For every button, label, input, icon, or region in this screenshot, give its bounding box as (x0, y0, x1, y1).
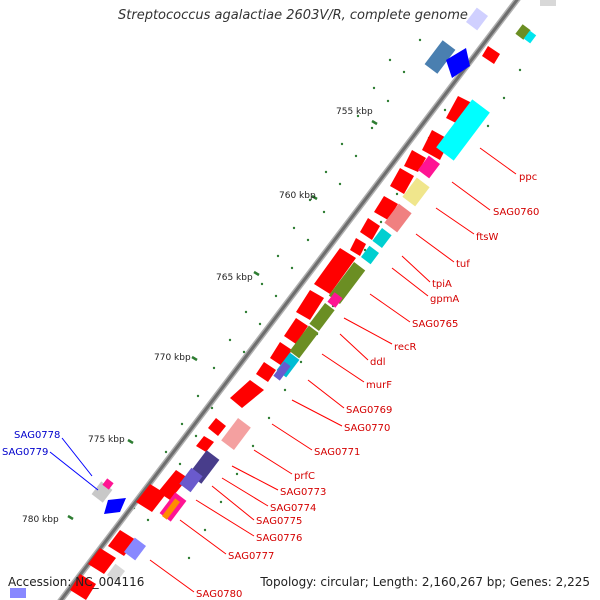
gene-arrow (158, 470, 188, 500)
gene-arrow (350, 238, 366, 256)
gene-arrow (108, 530, 136, 556)
gene-label: ppc (519, 172, 537, 183)
gene-label: recR (394, 342, 417, 353)
gene-block (523, 30, 537, 44)
tick-label-755: 755 kbp (336, 107, 373, 117)
gene-arrow (404, 150, 426, 172)
gene-label: SAG0775 (256, 516, 302, 527)
gene-arrow (284, 318, 308, 344)
gene-block (10, 588, 26, 598)
tick-labels: 755 kbp 760 kbp 765 kbp 770 kbp 775 kbp … (22, 107, 373, 525)
genome-backbone (57, 0, 521, 600)
gene-arrow (314, 248, 356, 294)
gene-block-ftsw (402, 177, 430, 207)
tick-marks (67, 119, 378, 521)
tick-label-770: 770 kbp (154, 353, 191, 363)
gene-label: SAG0773 (280, 487, 326, 498)
gene-label: ddl (370, 357, 385, 368)
gene-arrow (70, 574, 96, 600)
gene-label: tuf (456, 259, 470, 270)
gene-label: SAG0779 (2, 447, 48, 458)
gene-block-sag0780 (106, 563, 126, 583)
gene-block-recr (327, 292, 343, 308)
gene-label: SAG0774 (270, 503, 316, 514)
gene-arrow (446, 48, 470, 78)
gene-label: SAG0765 (412, 319, 458, 330)
tick-label-780: 780 kbp (22, 515, 59, 525)
gene-label: SAG0777 (228, 551, 274, 562)
gene-arrow (374, 196, 398, 220)
gene-arrow (88, 548, 116, 574)
gene-block-tuf (384, 203, 412, 233)
gene-label: SAG0769 (346, 405, 392, 416)
gene-block-gpma (360, 245, 380, 265)
genes-inner-strand (106, 0, 556, 583)
gene-block-sag0773 (179, 467, 203, 493)
genes-outer-strand (10, 7, 489, 600)
gene-block-ddl (309, 303, 335, 331)
gene-block-tpia (372, 228, 392, 248)
gene-block (515, 24, 531, 40)
gene-label: SAG0770 (344, 423, 390, 434)
gene-labels: ppc SAG0760 ftsW tuf tpiA gpmA SAG0765 r… (196, 172, 539, 600)
tick-label-765: 765 kbp (216, 273, 253, 283)
accession-label: Accession: NC_004116 (8, 575, 145, 589)
gene-arrow (482, 46, 500, 64)
label-leader-lines-left (49, 437, 99, 491)
gene-arrow (422, 130, 450, 160)
gene-block-sag0775 (161, 498, 181, 520)
tick-label-760: 760 kbp (279, 191, 316, 201)
gene-arrow (270, 342, 292, 366)
gene-label: SAG0771 (314, 447, 360, 458)
gene-block-sag0770 (273, 361, 291, 381)
gene-label: murF (366, 380, 392, 391)
gene-label: SAG0760 (493, 207, 539, 218)
map-title: Streptococcus agalactiae 2603V/R, comple… (118, 8, 468, 23)
gene-arrow (256, 362, 276, 382)
gene-block-sag0765 (328, 262, 366, 304)
gene-arrow-sag0779 (104, 498, 126, 514)
gene-arrow (196, 436, 214, 452)
gene-label: SAG0778 (14, 430, 60, 441)
gene-block-murf (289, 325, 319, 359)
gene-arrow (390, 168, 414, 194)
gene-block-sag0777 (123, 537, 147, 561)
gene-block (424, 40, 456, 74)
gene-label: prfC (294, 471, 315, 482)
gene-block-sag0778-cap (102, 478, 114, 490)
gene-arrow (360, 218, 380, 240)
gene-block-sag0760 (417, 155, 441, 179)
gene-block-sag0771 (221, 418, 251, 450)
gene-labels-left: SAG0778 SAG0779 (2, 430, 60, 458)
gene-label: SAG0780 (196, 589, 242, 600)
gene-block (540, 0, 556, 6)
gene-arrow (230, 380, 264, 408)
gene-block-ppc (436, 99, 490, 161)
gene-arrow (296, 290, 324, 320)
gene-label: SAG0776 (256, 533, 302, 544)
gene-label: gpmA (430, 294, 459, 305)
label-leader-lines (149, 147, 517, 593)
gene-arrow (208, 418, 226, 436)
tick-label-775: 775 kbp (88, 435, 125, 445)
gene-label: tpiA (432, 279, 452, 290)
gene-block (465, 7, 489, 31)
genome-summary: Topology: circular; Length: 2,160,267 bp… (260, 575, 590, 589)
gene-label: ftsW (476, 232, 498, 243)
gene-arrow (136, 484, 166, 512)
